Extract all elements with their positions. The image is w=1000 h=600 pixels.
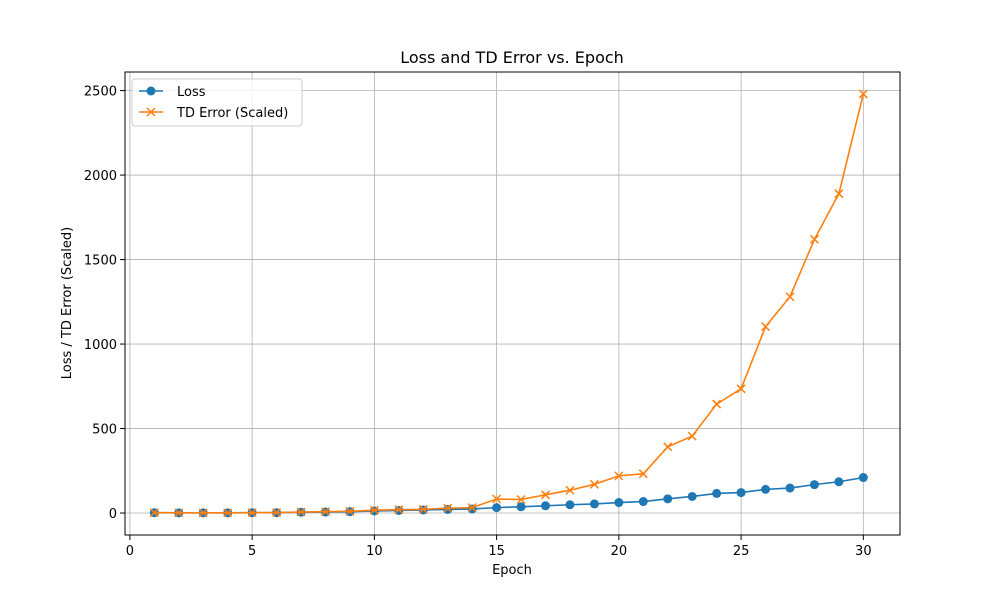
data-point-td-error [663,442,673,452]
data-point-td-error [418,504,428,514]
data-point-loss [687,491,697,501]
x-tick-label: 30 [855,544,872,559]
data-point-td-error [736,384,746,394]
x-axis-label: Epoch [492,563,532,578]
data-point-loss [809,480,819,490]
legend-marker-loss [146,86,156,96]
y-axis-ticks: 0 500 1000 1500 2000 2500 [84,85,125,522]
data-point-td-error [296,507,306,517]
y-tick-label: 0 [109,507,117,522]
chart-title: Loss and TD Error vs. Epoch [400,48,624,67]
data-point-td-error [712,399,722,409]
y-tick-label: 1500 [84,254,117,269]
data-point-loss [565,500,575,510]
data-point-loss [712,488,722,498]
data-point-loss [492,503,502,513]
x-tick-label: 5 [248,544,256,559]
data-point-loss [589,499,599,509]
data-point-loss [834,477,844,487]
y-axis-label: Loss / TD Error (Scaled) [60,227,75,379]
data-point-loss [761,484,771,494]
data-point-loss [663,494,673,504]
data-point-td-error [492,494,502,504]
data-point-td-error [467,503,477,513]
data-point-td-error [394,505,404,515]
x-tick-label: 20 [611,544,628,559]
data-point-loss [541,501,551,511]
data-point-td-error [198,508,208,518]
legend-label-td-error: TD Error (Scaled) [176,106,288,121]
data-point-loss [443,504,453,514]
legend-box [131,78,303,127]
data-point-td-error [320,507,331,517]
data-point-loss [516,502,526,512]
data-point-loss [736,488,746,498]
data-point-td-error [638,469,648,479]
legend: Loss TD Error (Scaled) [131,78,303,127]
data-point-td-error [614,471,624,481]
data-point-td-error [247,508,257,518]
data-point-td-error [272,507,282,518]
y-tick-label: 500 [92,423,117,438]
x-tick-label: 10 [366,544,383,559]
y-tick-label: 2000 [84,169,117,184]
data-point-loss [858,473,868,483]
data-point-td-error [687,431,697,441]
legend-label-loss: Loss [177,85,206,100]
data-point-td-error [149,508,159,518]
data-point-loss [638,497,648,507]
data-point-td-error [345,506,355,516]
data-point-td-error [540,490,551,500]
plot-frame [124,71,901,536]
data-point-td-error [565,485,575,495]
data-point-loss [614,498,624,508]
y-tick-label: 1000 [84,338,117,353]
y-tick-label: 2500 [84,85,117,100]
data-point-td-error [369,505,379,515]
legend-marker-td-error [146,107,156,117]
series-line-td-error [154,93,865,514]
data-point-td-error [516,494,526,505]
x-tick-label: 15 [488,544,505,559]
data-point-td-error [223,508,233,518]
data-point-td-error [858,89,868,99]
data-point-td-error [809,234,819,244]
x-tick-label: 25 [733,544,750,559]
data-point-td-error [589,479,599,489]
series-line-loss [154,476,864,514]
data-point-td-error [174,508,184,518]
grid [125,72,900,535]
data-point-loss [785,483,795,493]
data-point-td-error [761,322,771,332]
x-axis-ticks: 0 5 10 15 20 25 30 [126,535,872,559]
data-point-td-error [834,189,844,199]
x-tick-label: 0 [126,544,134,559]
data-point-td-error [785,292,795,302]
series-group [149,89,868,518]
data-point-td-error [443,503,453,513]
